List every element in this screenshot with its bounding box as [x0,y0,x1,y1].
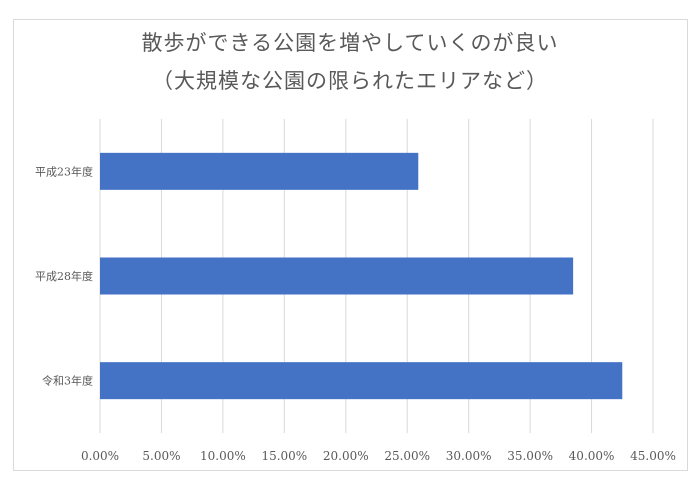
x-tick-label-9: 45.00% [630,449,676,463]
x-tick-label-8: 40.00% [569,449,615,463]
chart-title-line-2: （大規模な公園の限られたエリアなど） [152,69,548,93]
category-label-2: 令和3年度 [42,374,93,388]
x-tick-label-0: 0.00% [81,449,119,463]
bar-2 [100,362,623,400]
x-tick-label-4: 20.00% [323,449,369,463]
x-tick-label-6: 30.00% [446,449,492,463]
chart-title-line-1: 散歩ができる公園を増やしていくのが良い [141,31,559,55]
x-tick-label-5: 25.00% [384,449,430,463]
category-label-0: 平成23年度 [35,164,93,178]
bar-1 [100,257,574,295]
x-tick-label-1: 5.00% [142,449,180,463]
x-tick-label-7: 35.00% [507,449,553,463]
category-label-1: 平成28年度 [35,269,93,283]
x-tick-label-3: 15.00% [261,449,307,463]
chart-title: 散歩ができる公園を増やしていくのが良い （大規模な公園の限られたエリアなど） [0,24,700,100]
x-tick-label-2: 10.00% [200,449,246,463]
bar-0 [100,152,419,190]
